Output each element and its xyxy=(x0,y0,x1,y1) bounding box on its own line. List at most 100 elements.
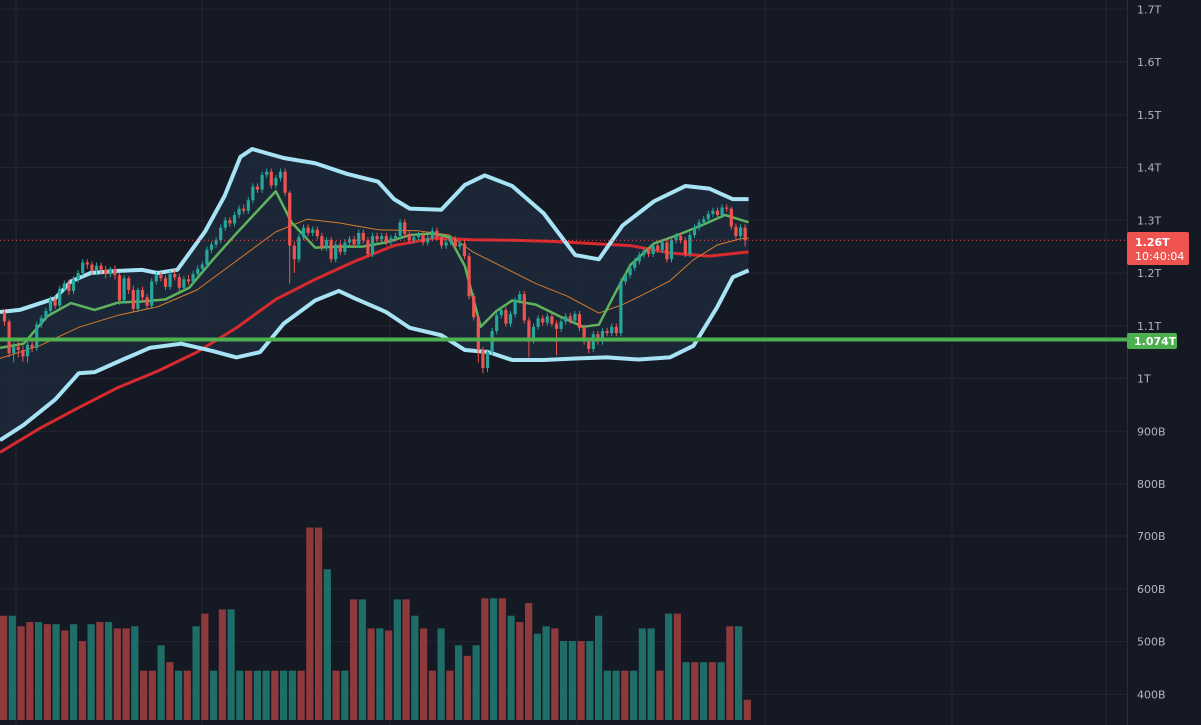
candle-body xyxy=(688,235,692,255)
candle-body xyxy=(182,279,186,288)
candle-body xyxy=(504,309,508,324)
candle-body xyxy=(338,244,342,252)
candle-body xyxy=(449,239,453,243)
volume-bar xyxy=(315,527,323,720)
volume-bar xyxy=(341,670,349,720)
candle-body xyxy=(288,192,292,246)
candle-body xyxy=(44,310,48,318)
candle-body xyxy=(81,262,85,273)
candle-body xyxy=(16,346,20,351)
candle-body xyxy=(352,239,356,245)
candlesticks xyxy=(2,168,747,374)
candle-body xyxy=(99,265,103,270)
volume-bar xyxy=(726,626,734,720)
candle-body xyxy=(692,227,697,236)
candle-body xyxy=(660,242,664,250)
candle-body xyxy=(458,243,462,247)
candle-body xyxy=(637,255,641,262)
candle-body xyxy=(196,268,200,275)
candle-body xyxy=(564,316,568,322)
candle-body xyxy=(375,236,379,240)
volume-bar xyxy=(420,628,428,720)
volume-bar xyxy=(8,615,16,720)
y-tick-label: 800B xyxy=(1137,478,1166,491)
y-tick-label: 1.4T xyxy=(1137,162,1161,175)
candle-body xyxy=(476,317,480,351)
volume-bar xyxy=(673,613,681,720)
volume-bar xyxy=(157,645,165,720)
candle-body xyxy=(283,171,287,193)
y-tick-label: 1.6T xyxy=(1137,56,1161,69)
volume-bar xyxy=(52,624,60,720)
volume-bar xyxy=(323,569,331,720)
volume-bar xyxy=(682,662,690,720)
candle-body xyxy=(743,227,747,241)
current-price-label: 1.26T xyxy=(1135,236,1170,249)
candle-body xyxy=(205,249,209,265)
volume-bar xyxy=(70,624,78,720)
candle-body xyxy=(734,226,738,237)
volume-bar xyxy=(717,662,725,720)
candle-body xyxy=(430,230,434,239)
volume-bar xyxy=(306,527,314,720)
candle-body xyxy=(403,222,407,234)
candle-body xyxy=(582,327,586,342)
candle-body xyxy=(122,278,126,301)
bollinger-fill-area xyxy=(0,149,749,441)
candle-body xyxy=(421,235,425,243)
volume-bar xyxy=(603,670,611,720)
candle-body xyxy=(334,244,338,260)
candle-body xyxy=(324,240,329,248)
volume-bar xyxy=(735,626,743,720)
candle-body xyxy=(265,171,269,175)
volume-bar xyxy=(201,613,209,720)
grid-lines xyxy=(0,0,1127,725)
countdown-label: 10:40:04 xyxy=(1135,250,1184,263)
volume-bar xyxy=(700,662,708,720)
volume-bar xyxy=(105,622,113,720)
volume-bar xyxy=(393,599,401,720)
volume-bar xyxy=(332,670,340,720)
volume-bar xyxy=(656,670,664,720)
candle-body xyxy=(25,344,30,357)
candle-body xyxy=(269,171,273,186)
volume-bar xyxy=(463,655,471,720)
price-axis-background xyxy=(1127,0,1201,725)
candle-body xyxy=(651,245,655,255)
y-tick-label: 1.7T xyxy=(1137,3,1161,16)
candle-body xyxy=(150,281,154,306)
volume-bar xyxy=(218,609,226,720)
volume-bar xyxy=(568,641,576,720)
volume-bar xyxy=(472,645,480,720)
price-axis[interactable]: 1.7T 1.6T 1.5T 1.4T 1.3T 1.2T 1.1T 1T 900B 800B 70… xyxy=(1127,0,1201,725)
candle-body xyxy=(559,321,563,329)
volume-bar xyxy=(280,670,288,720)
candle-body xyxy=(380,236,384,240)
y-tick-label: 700B xyxy=(1137,530,1166,543)
y-tick-label: 1T xyxy=(1137,373,1151,386)
volume-bar xyxy=(481,598,489,720)
candle-body xyxy=(633,261,637,268)
candle-body xyxy=(255,186,260,190)
candle-body xyxy=(94,265,99,271)
volume-bar xyxy=(131,626,139,720)
y-tick-label: 900B xyxy=(1137,425,1166,438)
candle-body xyxy=(320,236,324,248)
volume-bar xyxy=(148,670,156,720)
candle-body xyxy=(159,275,163,279)
volume-bar xyxy=(638,628,646,720)
y-tick-label: 1.2T xyxy=(1137,267,1161,280)
candle-body xyxy=(274,178,278,186)
y-tick-label: 600B xyxy=(1137,583,1166,596)
candle-body xyxy=(605,331,609,334)
volume-bar xyxy=(43,624,51,720)
volume-bar xyxy=(358,599,366,720)
volume-bar xyxy=(621,670,629,720)
bollinger-upper-line xyxy=(0,147,749,315)
y-tick-label: 500B xyxy=(1137,636,1166,649)
candle-body xyxy=(58,288,62,306)
candle-body xyxy=(706,213,710,220)
candle-body xyxy=(177,277,181,288)
